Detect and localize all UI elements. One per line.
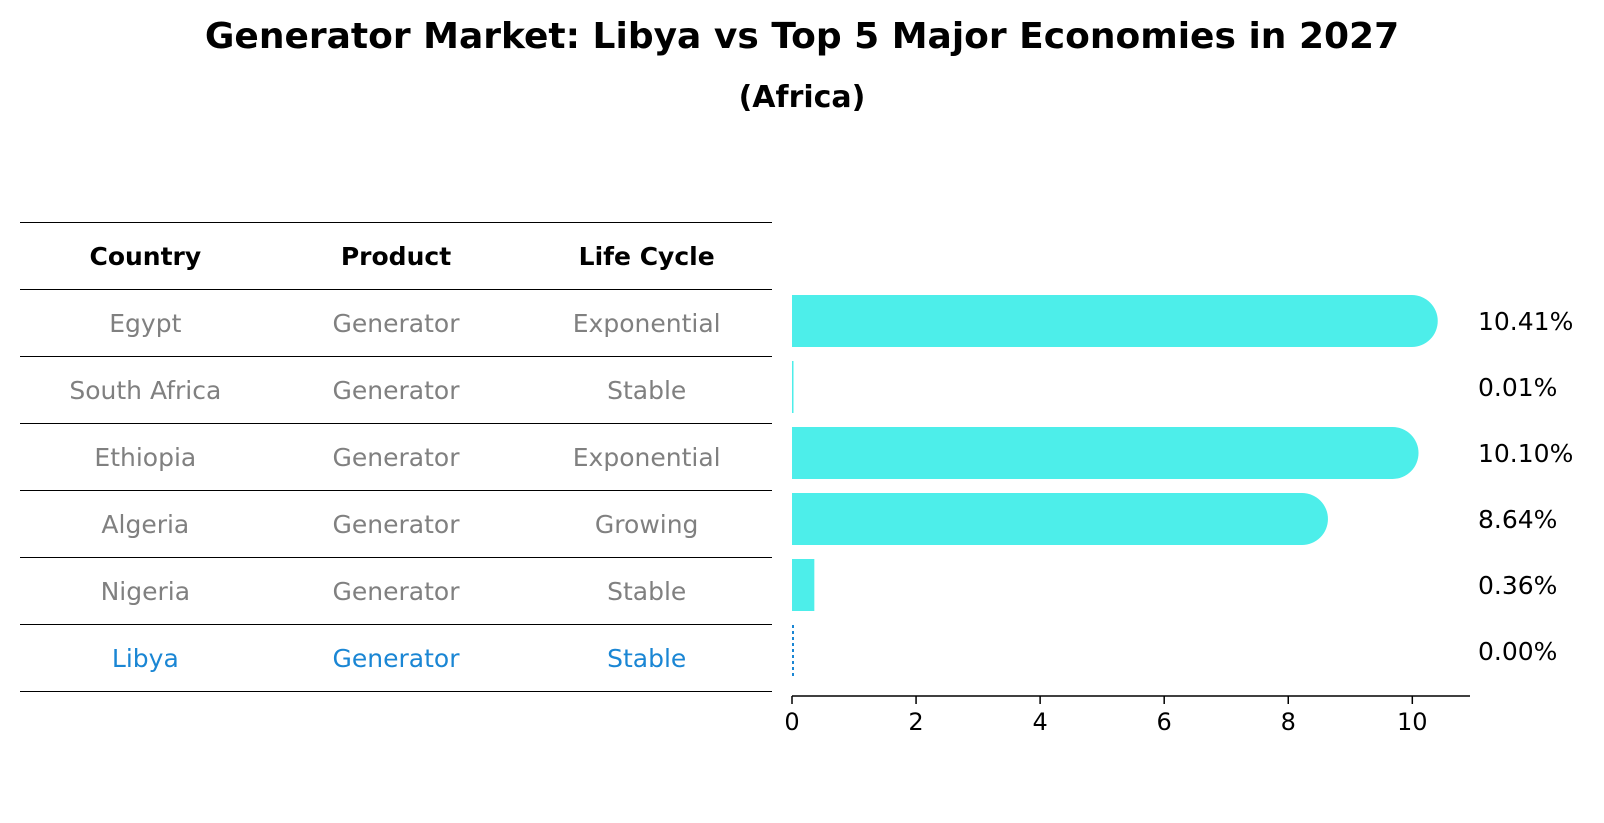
- x-tick-label: 2: [908, 708, 923, 736]
- table-row-highlight: Libya Generator Stable: [20, 625, 772, 692]
- cell-life-cycle: Stable: [607, 375, 687, 405]
- cell-life-cycle: Exponential: [572, 442, 721, 472]
- cell-product: Generator: [332, 643, 460, 673]
- bar-ethiopia: [792, 427, 1419, 479]
- table-row: Algeria Generator Growing: [20, 491, 772, 558]
- x-tick-label: 6: [1157, 708, 1172, 736]
- bar-algeria: [792, 493, 1328, 545]
- cell-product: Generator: [332, 308, 460, 338]
- table-header-row: Country Product Life Cycle: [20, 222, 772, 290]
- bars-group: [792, 295, 1438, 677]
- cell-country: South Africa: [69, 375, 222, 405]
- table-row: South Africa Generator Stable: [20, 357, 772, 424]
- chart-subtitle: (Africa): [738, 80, 866, 115]
- cell-product: Generator: [332, 576, 460, 606]
- bar-egypt: [792, 295, 1438, 347]
- bar-south-africa: [792, 361, 794, 413]
- cell-product: Generator: [332, 442, 460, 472]
- x-tick-label: 10: [1397, 708, 1428, 736]
- value-label: 8.64%: [1478, 505, 1557, 534]
- value-label: 10.41%: [1478, 307, 1573, 336]
- cell-country: Libya: [111, 643, 179, 673]
- value-labels-group: 10.41% 0.01% 10.10% 8.64% 0.36% 0.00%: [1478, 307, 1573, 666]
- x-tick-label: 8: [1281, 708, 1296, 736]
- value-label: 0.36%: [1478, 571, 1557, 600]
- bar-nigeria: [792, 559, 815, 611]
- table-row: Ethiopia Generator Exponential: [20, 424, 772, 491]
- value-label: 0.00%: [1478, 637, 1557, 666]
- header-product: Product: [340, 241, 452, 271]
- cell-life-cycle: Growing: [594, 509, 699, 539]
- cell-life-cycle: Stable: [607, 576, 687, 606]
- cell-country: Egypt: [109, 308, 182, 338]
- chart-title: Generator Market: Libya vs Top 5 Major E…: [204, 16, 1400, 57]
- value-label: 10.10%: [1478, 439, 1573, 468]
- table-row: Egypt Generator Exponential: [20, 290, 772, 357]
- cell-country: Ethiopia: [94, 442, 197, 472]
- x-axis: 0 2 4 6 8 10: [784, 695, 1470, 736]
- country-table: Country Product Life Cycle Egypt Generat…: [20, 222, 772, 692]
- cell-life-cycle: Exponential: [572, 308, 721, 338]
- table-row: Nigeria Generator Stable: [20, 558, 772, 625]
- cell-life-cycle: Stable: [607, 643, 687, 673]
- cell-product: Generator: [332, 375, 460, 405]
- cell-product: Generator: [332, 509, 460, 539]
- header-country: Country: [89, 241, 202, 271]
- x-tick-label: 0: [784, 708, 799, 736]
- header-life-cycle: Life Cycle: [578, 241, 715, 271]
- x-tick-label: 4: [1032, 708, 1047, 736]
- value-label: 0.01%: [1478, 373, 1557, 402]
- cell-country: Algeria: [101, 509, 190, 539]
- cell-country: Nigeria: [100, 576, 191, 606]
